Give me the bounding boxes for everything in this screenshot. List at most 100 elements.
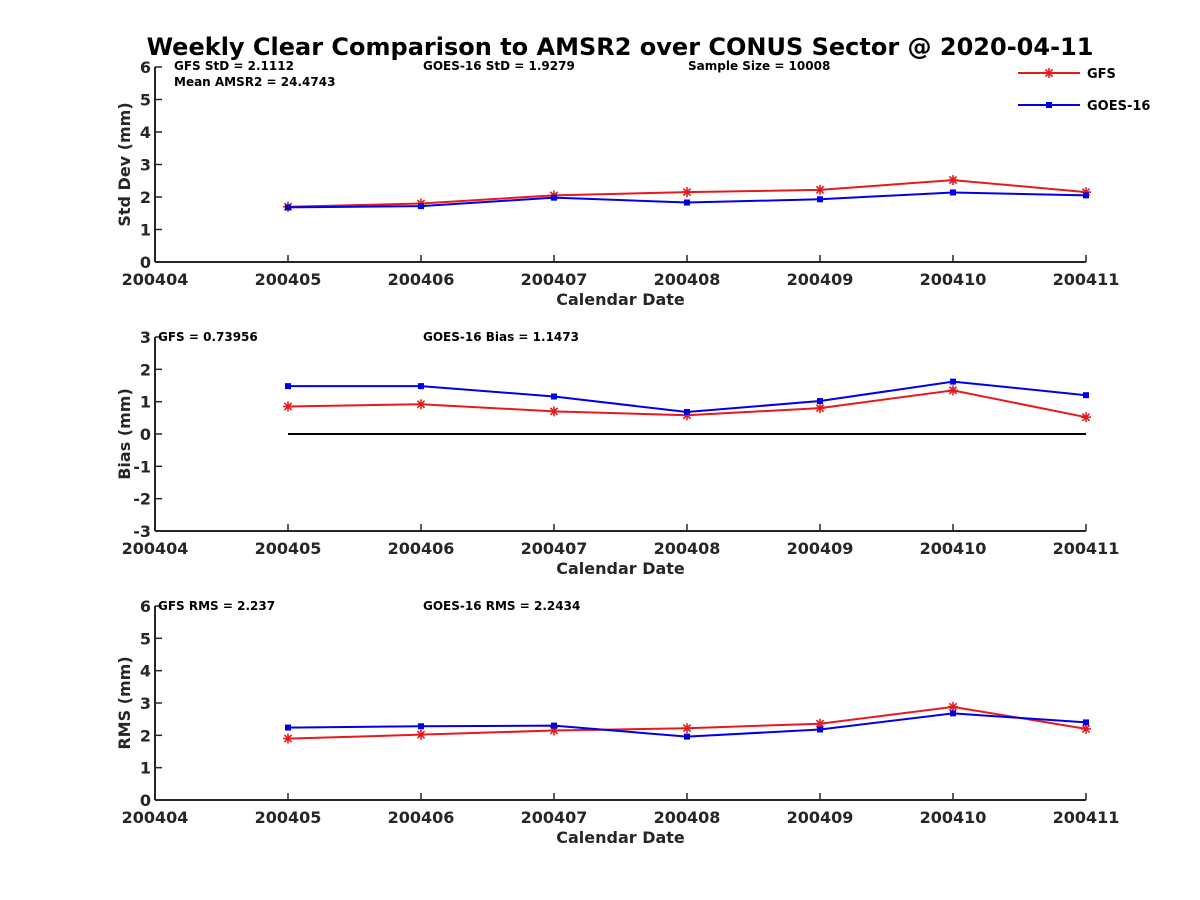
x-tick-label: 200411 [1053,539,1120,558]
stat-annotation: GFS RMS = 2.237 [158,599,275,613]
data-point [283,733,293,744]
stat-annotation: GOES-16 RMS = 2.2434 [423,599,580,613]
x-tick-label: 200405 [255,270,322,289]
x-tick-label: 200405 [255,539,322,558]
y-tick-label: 3 [140,156,151,175]
data-point [418,383,424,390]
series-gfs [283,701,1091,744]
stat-annotation: GFS StD = 2.1112 [174,59,294,73]
y-tick-label: 0 [140,791,151,810]
y-tick-label: 0 [140,253,151,272]
y-tick-label: -3 [133,522,151,541]
x-tick-label: 200406 [388,539,455,558]
stat-annotation: GFS = 0.73956 [158,330,258,344]
series-gfs [283,385,1091,423]
y-tick-label: 6 [140,58,151,77]
x-tick-label: 200408 [654,808,721,827]
legend-marker [1044,68,1054,78]
x-tick-label: 200404 [122,808,189,827]
stat-annotation: GOES-16 Bias = 1.1473 [423,330,579,344]
series-goes-16 [285,710,1089,740]
data-point [285,204,291,211]
data-point [684,733,690,740]
y-tick-label: -2 [133,490,151,509]
legend-entry: GOES-16 [1018,99,1150,114]
series-goes-16 [285,189,1089,211]
subplot-3: 0 1 2 3 4 5 6 200404 200405 200406 200407 200408 200… [115,597,1119,847]
data-point [684,409,690,416]
data-point [283,401,293,412]
x-tick-label: 200407 [521,270,588,289]
data-point [684,199,690,206]
x-tick-label: 200409 [787,539,854,558]
data-point [817,196,823,203]
data-point [1083,719,1089,726]
y-tick-label: 2 [140,360,151,379]
y-tick-label: -1 [133,457,151,476]
x-tick-label: 200409 [787,270,854,289]
y-axis-label: Std Dev (mm) [115,102,134,226]
y-tick-label: 4 [140,123,151,142]
data-point [815,403,825,414]
legend-marker [1046,102,1052,108]
data-point [950,710,956,717]
y-tick-label: 2 [140,726,151,745]
data-point [948,701,958,712]
y-tick-label: 0 [140,425,151,444]
data-point [682,187,692,198]
data-point [551,722,557,729]
data-point [418,203,424,210]
data-point [418,723,424,730]
legend: GFS GOES-16 [1018,67,1150,114]
x-tick-label: 200410 [920,539,987,558]
y-tick-label: 5 [140,91,151,110]
x-tick-label: 200410 [920,808,987,827]
y-tick-label: 5 [140,629,151,648]
y-tick-label: 3 [140,694,151,713]
data-point [551,393,557,400]
y-tick-label: 1 [140,221,151,240]
data-point [1083,192,1089,199]
data-point [950,189,956,196]
data-point [682,723,692,734]
x-tick-label: 200406 [388,270,455,289]
data-point [948,385,958,396]
y-tick-label: 1 [140,759,151,778]
data-point [285,383,291,390]
x-tick-label: 200411 [1053,270,1120,289]
series-goes-16 [285,378,1089,416]
x-tick-label: 200404 [122,539,189,558]
x-tick-label: 200407 [521,808,588,827]
x-tick-label: 200407 [521,539,588,558]
data-point [1081,412,1091,423]
subplot-1: 0 1 2 3 4 5 6 200404 200405 200406 200407 200408 200… [115,58,1119,309]
x-tick-label: 200406 [388,808,455,827]
data-point [815,184,825,195]
series-line [288,380,1087,414]
y-tick-label: 2 [140,188,151,207]
data-point [551,194,557,201]
data-point [549,406,559,417]
x-tick-label: 200410 [920,270,987,289]
y-axis-label: Bias (mm) [115,388,134,480]
x-tick-label: 200408 [654,539,721,558]
data-point [416,729,426,740]
legend-label: GFS [1087,67,1116,82]
x-tick-label: 200409 [787,808,854,827]
subplot-2: -3 -2 -1 0 1 2 3 200404 200405 200406 200407 200408… [115,328,1119,578]
y-tick-label: 4 [140,662,151,681]
chart-title: Weekly Clear Comparison to AMSR2 over CO… [147,33,1094,61]
legend-label: GOES-16 [1087,99,1150,114]
x-tick-label: 200408 [654,270,721,289]
x-tick-label: 200404 [122,270,189,289]
stat-annotation: Mean AMSR2 = 24.4743 [174,75,335,89]
y-tick-label: 1 [140,393,151,412]
x-axis-label: Calendar Date [556,290,685,309]
data-point [416,399,426,410]
stat-annotation: GOES-16 StD = 1.9279 [423,59,575,73]
data-point [948,175,958,186]
y-axis-label: RMS (mm) [115,656,134,749]
y-tick-label: 3 [140,328,151,347]
data-point [1081,723,1091,734]
